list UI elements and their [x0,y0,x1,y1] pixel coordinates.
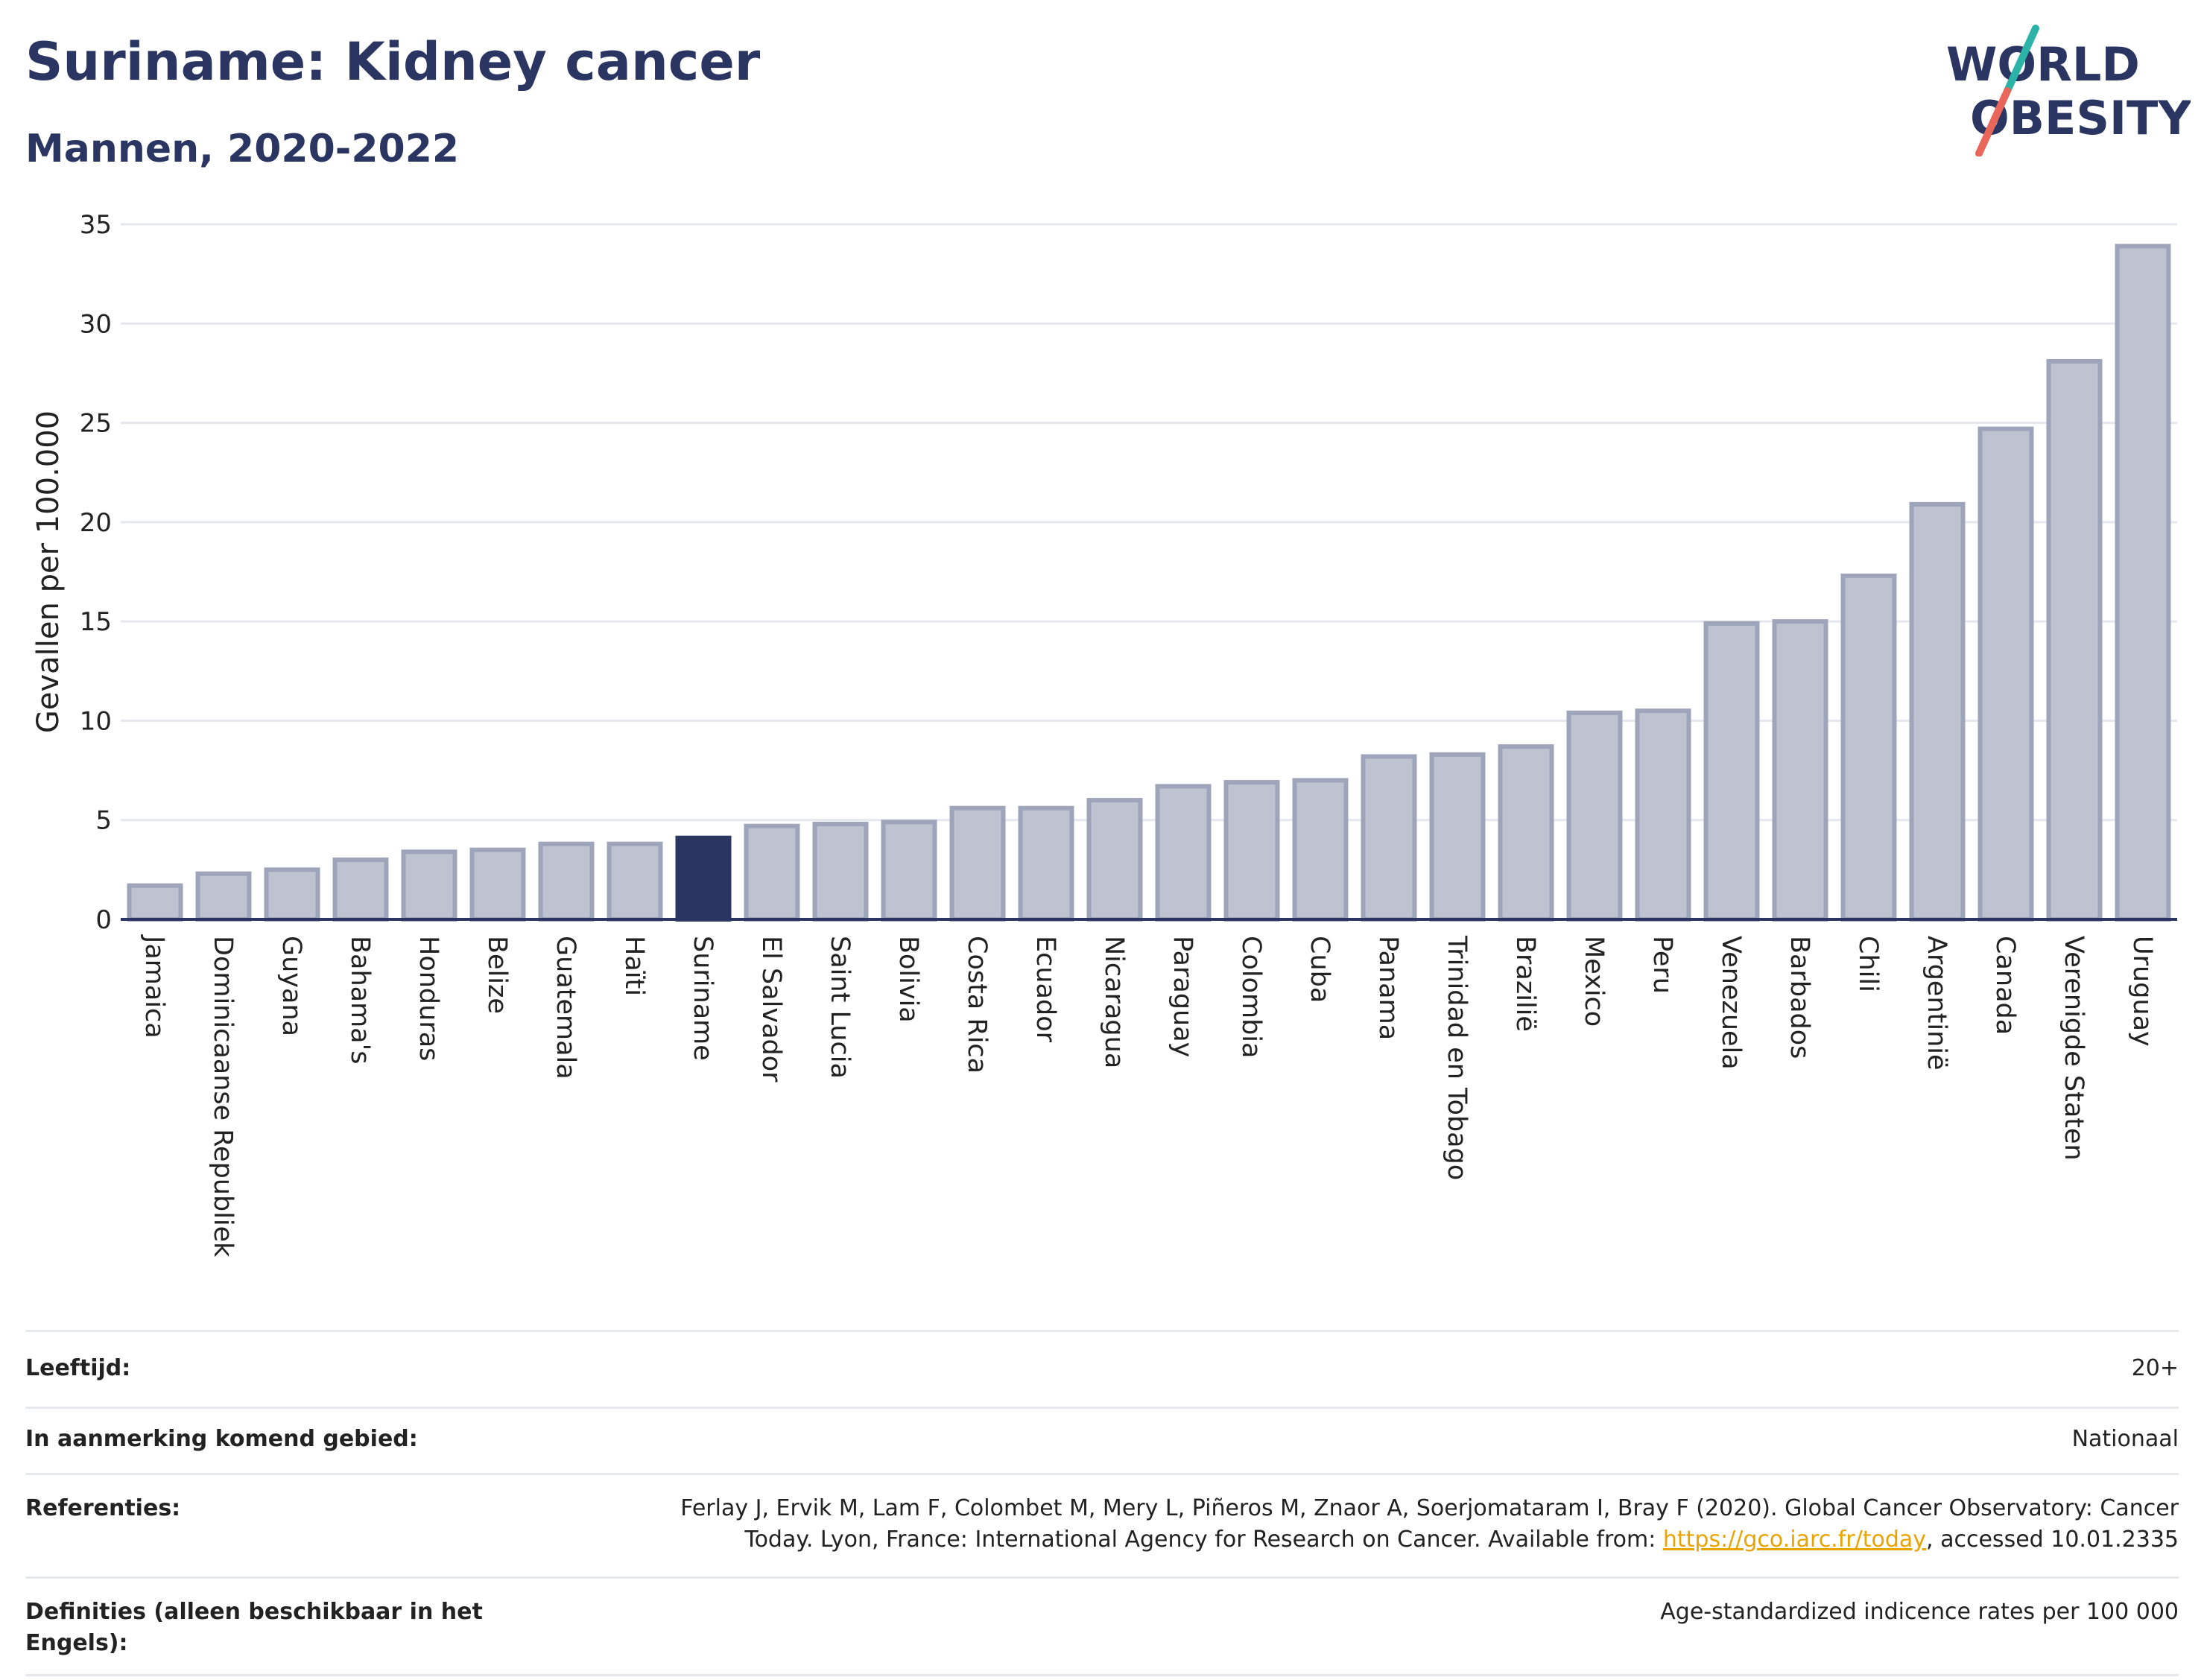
references-line-3: , accessed 10.01.2335 [1926,1527,2179,1553]
info-row-area: In aanmerking komend gebied: Nationaal [25,1407,2179,1473]
y-axis-label: Gevallen per 100.000 [31,411,66,733]
x-tick-label: Ecuador [1030,936,1060,1043]
bar-18 [1361,754,1417,922]
x-tick-label: Panama [1373,936,1403,1040]
x-tick-label: Costa Rica [962,936,992,1074]
info-row-age: Leeftijd: 20+ [25,1330,2179,1407]
y-tick-label: 35 [80,210,112,240]
bar-8 [675,835,732,922]
bar-19 [1429,752,1486,922]
definitions-label: Definities (alleen beschikbaar in het En… [25,1599,483,1656]
bar-0 [127,883,183,922]
bar-5 [469,847,526,922]
age-label: Leeftijd: [25,1355,131,1381]
x-tick-label: Chili [1853,936,1883,992]
x-tick-label: Argentinië [1922,936,1951,1071]
bar-16 [1223,780,1280,922]
x-tick-label: Bahama's [345,936,375,1065]
references-label: Referenties: [25,1495,181,1521]
x-tick-label: Honduras [414,936,443,1061]
bar-4 [401,849,457,922]
y-tick-label: 15 [80,607,112,637]
bar-2 [264,867,320,922]
bar-6 [538,841,595,922]
y-tick-label: 10 [80,706,112,736]
bar-20 [1498,744,1554,922]
info-row-definitions: Definities (alleen beschikbaar in het En… [25,1576,2179,1676]
bar-1 [195,871,252,922]
y-tick-label: 30 [80,309,112,339]
x-tick-label: Guyana [276,936,306,1036]
bar-15 [1155,784,1212,922]
references-line-1: Ferlay J, Ervik M, Lam F, Colombet M, Me… [680,1495,2179,1521]
y-tick-label: 25 [80,409,112,439]
x-tick-label: Colombia [1236,936,1266,1058]
x-tick-label: Bolivia [893,936,923,1023]
bar-22 [1635,709,1691,922]
x-tick-label: Peru [1647,936,1677,994]
bar-25 [1840,573,1897,922]
x-tick-label: Dominicaanse Republiek [208,936,238,1258]
area-label: In aanmerking komend gebied: [25,1426,418,1452]
bar-13 [1018,805,1074,922]
x-tick-label: Saint Lucia [825,936,855,1079]
x-tick-label: Verenigde Staten [2059,936,2089,1161]
x-tick-label: Cuba [1305,936,1334,1003]
x-tick-label: Brazilië [1510,936,1540,1032]
bar-7 [607,841,663,922]
bar-21 [1566,710,1623,922]
definitions-value: Age-standardized indicence rates per 100… [1660,1599,2179,1625]
page-subtitle: Mannen, 2020-2022 [25,127,460,171]
x-tick-label: Trinidad en Tobago [1442,935,1472,1180]
bar-11 [881,820,937,922]
bar-10 [812,822,869,922]
x-tick-label: Paraguay [1168,936,1197,1057]
y-tick-label: 20 [80,508,112,538]
bar-3 [332,858,389,922]
x-tick-label: Jamaica [139,934,169,1039]
bar-14 [1086,798,1143,922]
logo-slash-top [2004,25,2039,95]
bar-24 [1772,619,1828,922]
x-tick-label: Mexico [1579,936,1609,1027]
logo-line-1: WORLD [1946,37,2140,92]
x-tick-label: Uruguay [2127,936,2157,1047]
bar-17 [1292,778,1349,922]
page-title: Suriname: Kidney cancer [25,31,761,92]
x-tick-label: Nicaragua [1099,936,1129,1068]
info-table: Leeftijd: 20+ In aanmerking komend gebie… [25,1330,2179,1676]
bar-chart: 0 5 10 15 20 25 30 35 Gevallen per 100.000 Jamaic… [31,210,2177,1258]
logo-slash-bottom [1975,87,2011,156]
bar-27 [1977,426,2034,922]
references-line-2: Today. Lyon, France: International Agenc… [744,1527,1656,1553]
world-obesity-logo: WORLD OBESITY [1946,25,2191,156]
area-value: Nationaal [2071,1426,2179,1452]
x-tick-label: El Salvador [756,936,786,1083]
x-tick-label: Guatemala [551,936,580,1080]
x-tick-label: Suriname [688,936,718,1061]
bar-23 [1703,621,1760,922]
y-tick-label: 5 [95,806,112,836]
y-tick-label: 0 [95,905,112,935]
info-row-references: Referenties: Ferlay J, Ervik M, Lam F, C… [25,1473,2179,1576]
references-link[interactable]: https://gco.iarc.fr/today [1662,1527,1927,1553]
references-text: Ferlay J, Ervik M, Lam F, Colombet M, Me… [502,1493,2179,1556]
bar-26 [1909,501,1966,922]
bar-9 [744,823,800,922]
x-tick-label: Belize [482,936,512,1014]
x-tick-label: Barbados [1785,936,1814,1059]
x-tick-label: Haïti [619,936,649,996]
x-tick-label: Venezuela [1716,936,1746,1070]
bar-28 [2046,358,2103,922]
age-value: 20+ [2131,1355,2179,1381]
bar-12 [949,805,1006,922]
x-tick-label: Canada [1990,936,2020,1035]
bar-29 [2115,244,2171,922]
